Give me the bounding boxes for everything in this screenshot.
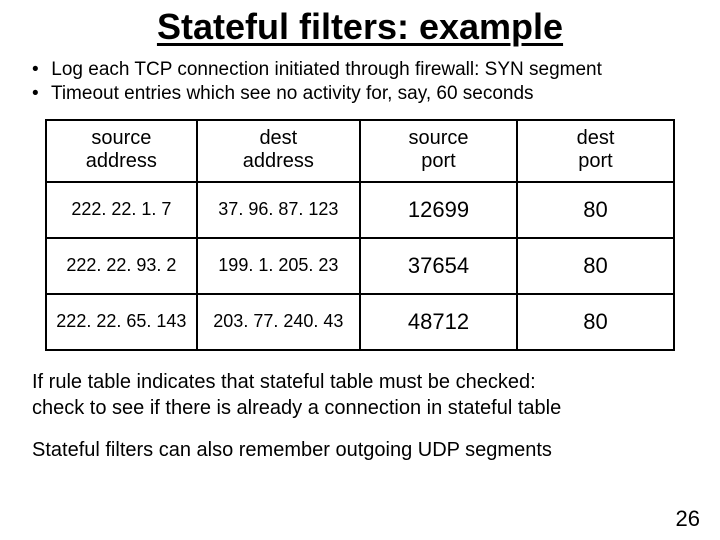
bullet-text: Timeout entries which see no activity fo… [51,83,534,104]
page-number: 26 [676,506,700,532]
cell-source-port: 12699 [360,182,517,238]
cell-source-address: 222. 22. 65. 143 [46,294,197,350]
table-container: source address dest address source port … [32,119,688,351]
cell-dest-address: 203. 77. 240. 43 [197,294,360,350]
cell-dest-address: 37. 96. 87. 123 [197,182,360,238]
slide: Stateful filters: example • Log each TCP… [0,6,720,540]
table-row: 222. 22. 65. 143 203. 77. 240. 43 48712 … [46,294,674,350]
cell-dest-port: 80 [517,182,674,238]
footnote-udp: Stateful filters can also remember outgo… [32,439,688,462]
col-header-source-port: source port [360,120,517,182]
cell-dest-port: 80 [517,238,674,294]
col-header-text: address [86,150,157,172]
col-header-text: address [243,150,314,172]
bullet-item: • Log each TCP connection initiated thro… [32,58,688,82]
bullet-dot-icon: • [32,82,46,106]
cell-dest-address: 199. 1. 205. 23 [197,238,360,294]
col-header-text: port [421,150,455,172]
bullet-text: Log each TCP connection initiated throug… [51,59,602,80]
col-header-text: port [578,150,612,172]
col-header-text: source [91,127,151,149]
table-row: 222. 22. 1. 7 37. 96. 87. 123 12699 80 [46,182,674,238]
footnote-text: check to see if there is already a conne… [32,397,561,419]
col-header-text: dest [259,127,297,149]
cell-dest-port: 80 [517,294,674,350]
bullet-item: • Timeout entries which see no activity … [32,82,688,106]
bullet-dot-icon: • [32,58,46,82]
table-header-row: source address dest address source port … [46,120,674,182]
cell-source-port: 37654 [360,238,517,294]
cell-source-address: 222. 22. 93. 2 [46,238,197,294]
cell-source-port: 48712 [360,294,517,350]
col-header-text: dest [577,127,615,149]
footnote-rule-check: If rule table indicates that stateful ta… [32,369,688,421]
table-row: 222. 22. 93. 2 199. 1. 205. 23 37654 80 [46,238,674,294]
col-header-text: source [408,127,468,149]
footnote-text: If rule table indicates that stateful ta… [32,371,536,393]
bullet-list: • Log each TCP connection initiated thro… [32,58,688,107]
page-title: Stateful filters: example [32,6,688,48]
col-header-dest-address: dest address [197,120,360,182]
connection-table: source address dest address source port … [45,119,675,351]
col-header-dest-port: dest port [517,120,674,182]
cell-source-address: 222. 22. 1. 7 [46,182,197,238]
col-header-source-address: source address [46,120,197,182]
